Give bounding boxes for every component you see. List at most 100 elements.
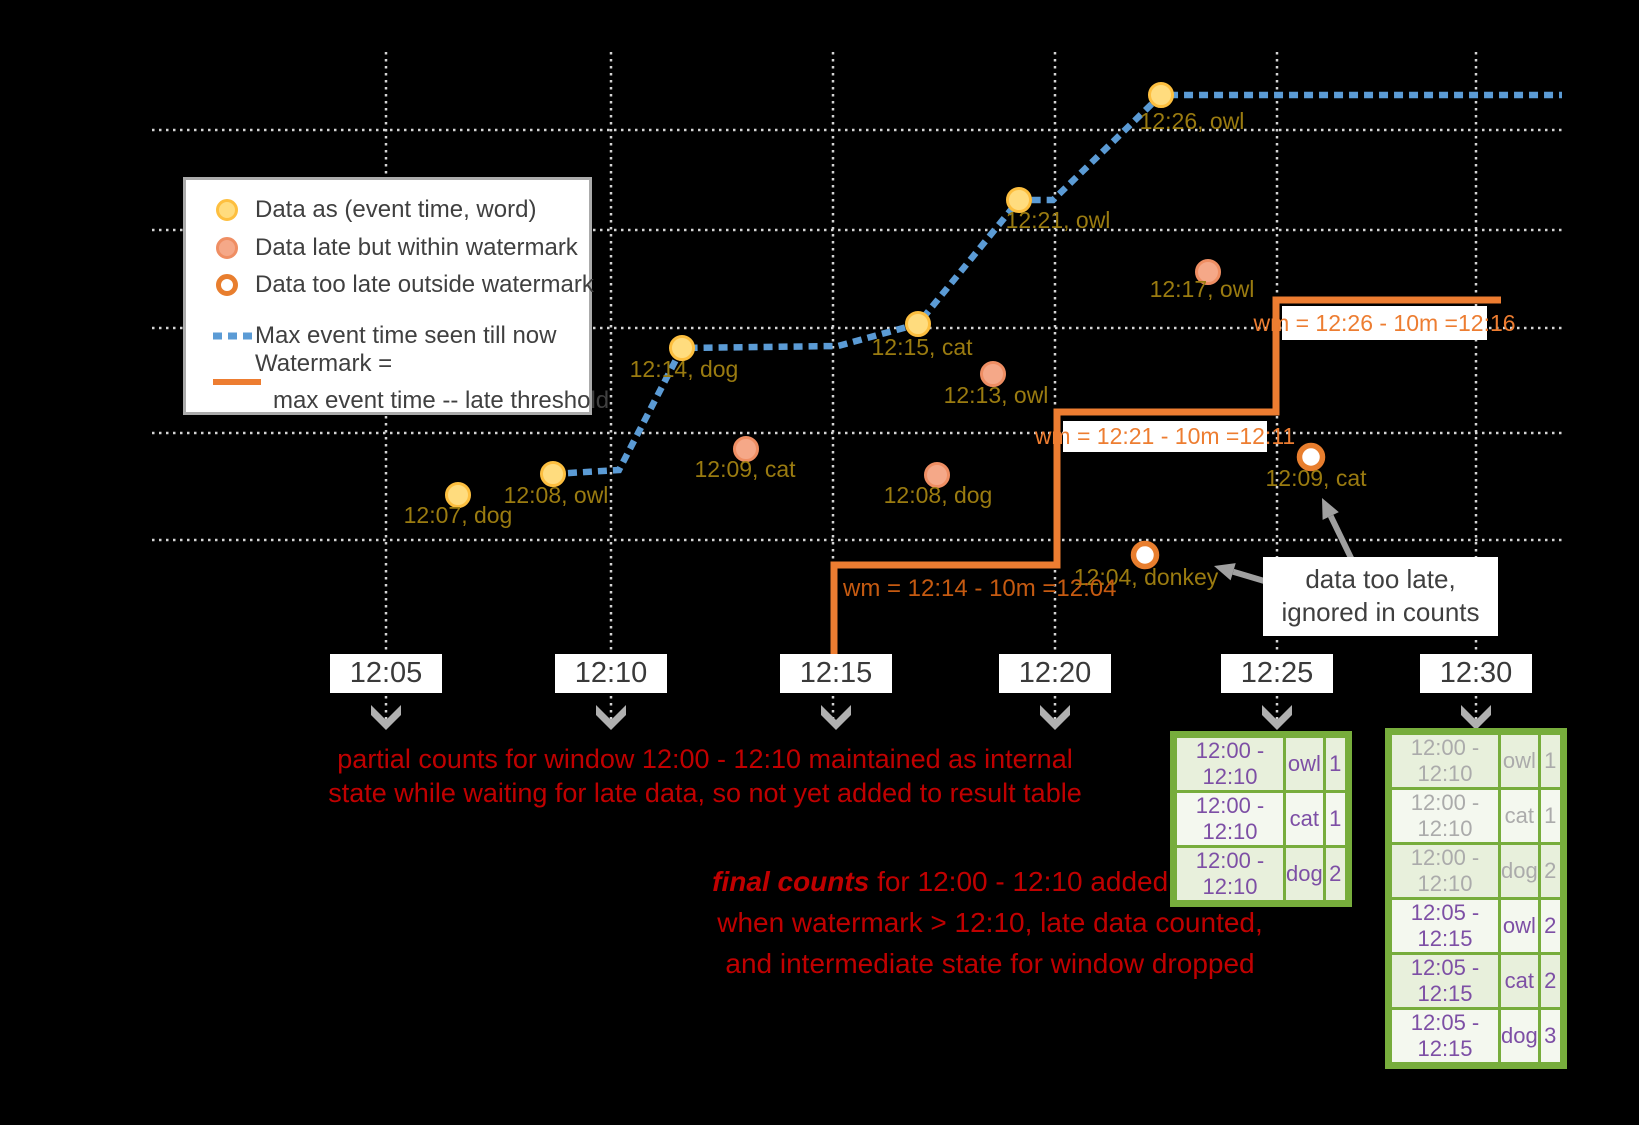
- too-late-note: data too late, ignored in counts: [1263, 557, 1498, 636]
- table-cell-window: 12:05 - 12:15: [1392, 1010, 1498, 1062]
- data-point-label: 12:21, owl: [1006, 207, 1111, 233]
- data-point-label: 12:15, cat: [871, 334, 973, 360]
- table-row: 12:00 - 12:10 owl 1: [1392, 735, 1560, 787]
- legend-label: Data as (event time, word): [255, 196, 537, 223]
- axis-arrow-icon: [371, 705, 401, 730]
- table-cell-count: 1: [1540, 735, 1560, 787]
- dotted-line-swatch-icon: [213, 332, 259, 340]
- table-cell-window: 12:05 - 12:15: [1392, 955, 1498, 1007]
- annotation-arrowhead-icon: [1214, 563, 1236, 581]
- too-late-note-line: ignored in counts: [1281, 597, 1480, 627]
- late-dot-icon: [216, 237, 238, 259]
- legend-label: Max event time seen till now: [255, 322, 557, 349]
- watermark-line: [830, 296, 1501, 657]
- table-cell-window: 12:00 - 12:10: [1177, 848, 1283, 900]
- note-line: partial counts for window 12:00 - 12:10 …: [337, 744, 1073, 774]
- legend: Data as (event time, word) Data late but…: [183, 177, 609, 415]
- data-point-on-time: [1148, 82, 1174, 108]
- table-cell-window: 12:00 - 12:10: [1177, 738, 1283, 790]
- data-point-label: 12:04, donkey: [1074, 564, 1219, 590]
- x-axis-tick: 12:15: [780, 654, 892, 693]
- table-cell-count: 2: [1540, 900, 1560, 952]
- table-cell-word: owl: [1286, 738, 1323, 790]
- table-row: 12:05 - 12:15 dog 3: [1392, 1010, 1560, 1062]
- table-row: 12:00 - 12:10 cat 1: [1177, 793, 1345, 845]
- table-cell-word: owl: [1501, 900, 1538, 952]
- data-point-on-time: [540, 461, 566, 487]
- x-axis-tick: 12:05: [330, 654, 442, 693]
- data-point-on-time: [905, 311, 931, 337]
- data-point-label: 12:17, owl: [1150, 276, 1255, 302]
- table-cell-count: 2: [1540, 845, 1560, 897]
- table-cell-window: 12:00 - 12:10: [1392, 790, 1498, 842]
- data-point-on-time: [445, 482, 471, 508]
- note-line: when watermark > 12:10, late data counte…: [717, 907, 1263, 938]
- data-point-label: 12:09, cat: [694, 456, 796, 482]
- table-cell-count: 2: [1540, 955, 1560, 1007]
- watermark-value-label: wm = 12:26 - 10m =12:16: [1253, 306, 1516, 340]
- data-point-late: [1195, 259, 1221, 285]
- axis-arrow-icon: [821, 705, 851, 730]
- annotation-arrow: [1328, 514, 1355, 562]
- table-row: 12:05 - 12:15 cat 2: [1392, 955, 1560, 1007]
- data-point-late: [733, 436, 759, 462]
- table-cell-count: 1: [1325, 793, 1345, 845]
- data-point-too-late: [1296, 442, 1326, 472]
- table-cell-word: dog: [1501, 845, 1538, 897]
- data-point-label: 12:09, cat: [1265, 465, 1367, 491]
- watermark-value-label: wm = 12:14 - 10m =12:04: [843, 575, 1117, 602]
- table-cell-word: cat: [1501, 955, 1538, 1007]
- table-cell-word: owl: [1501, 735, 1538, 787]
- legend-label: Watermark =: [255, 350, 393, 377]
- too-late-ring-icon: [216, 274, 238, 296]
- x-axis-tick: 12:20: [999, 654, 1111, 693]
- data-point-on-time: [669, 335, 695, 361]
- note-line: and intermediate state for window droppe…: [725, 948, 1255, 979]
- table-row: 12:00 - 12:10 dog 2: [1177, 848, 1345, 900]
- legend-label: Data late but within watermark: [255, 234, 578, 261]
- partial-counts-note: partial counts for window 12:00 - 12:10 …: [328, 742, 1081, 810]
- table-cell-word: cat: [1286, 793, 1323, 845]
- data-point-label: 12:13, owl: [944, 382, 1049, 408]
- axis-arrow-icon: [1040, 705, 1070, 730]
- table-cell-count: 1: [1325, 738, 1345, 790]
- data-point-too-late: [1130, 540, 1160, 570]
- result-table: 12:00 - 12:10 owl 1 12:00 - 12:10 cat 1 12:00 …: [1385, 728, 1567, 1069]
- table-row: 12:00 - 12:10 owl 1: [1177, 738, 1345, 790]
- table-row: 12:05 - 12:15 owl 2: [1392, 900, 1560, 952]
- result-table: 12:00 - 12:10 owl 1 12:00 - 12:10 cat 1 12:00 …: [1170, 731, 1352, 907]
- data-point-label: 12:14, dog: [630, 356, 739, 382]
- table-cell-window: 12:00 - 12:10: [1177, 793, 1283, 845]
- table-cell-word: dog: [1501, 1010, 1538, 1062]
- x-axis-tick: 12:25: [1221, 654, 1333, 693]
- on-time-dot-icon: [216, 199, 238, 221]
- legend-label: max event time -- late threshold: [273, 387, 610, 414]
- table-row: 12:00 - 12:10 cat 1: [1392, 790, 1560, 842]
- note-line: state while waiting for late data, so no…: [328, 778, 1082, 808]
- too-late-note-line: data too late,: [1305, 564, 1456, 594]
- watermark-value-label: wm = 12:21 - 10m =12:11: [1035, 421, 1295, 452]
- table-cell-word: cat: [1501, 790, 1538, 842]
- axis-arrow-icon: [1262, 705, 1292, 730]
- final-counts-emphasis: final counts: [712, 866, 870, 897]
- legend-label: Data too late outside watermark: [255, 271, 594, 298]
- table-cell-window: 12:00 - 12:10: [1392, 845, 1498, 897]
- data-point-label: 12:08, dog: [884, 482, 993, 508]
- solid-line-swatch-icon: [213, 379, 261, 385]
- table-cell-window: 12:05 - 12:15: [1392, 900, 1498, 952]
- annotation-arrowhead-icon: [1322, 498, 1339, 520]
- table-cell-count: 2: [1325, 848, 1345, 900]
- axis-arrow-icon: [1461, 705, 1491, 730]
- table-cell-word: dog: [1286, 848, 1323, 900]
- final-counts-note: final counts for 12:00 - 12:10 added to …: [712, 861, 1268, 984]
- x-axis-tick: 12:30: [1420, 654, 1532, 693]
- table-cell-count: 1: [1540, 790, 1560, 842]
- table-cell-window: 12:00 - 12:10: [1392, 735, 1498, 787]
- table-cell-count: 3: [1540, 1010, 1560, 1062]
- data-point-label: 12:26, owl: [1140, 108, 1245, 134]
- data-point-label: 12:07, dog: [404, 502, 513, 528]
- table-row: 12:00 - 12:10 dog 2: [1392, 845, 1560, 897]
- data-point-on-time: [1006, 187, 1032, 213]
